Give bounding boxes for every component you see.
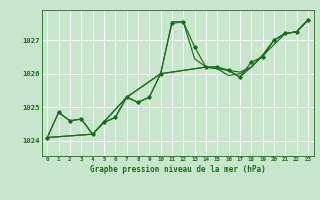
X-axis label: Graphe pression niveau de la mer (hPa): Graphe pression niveau de la mer (hPa) — [90, 165, 266, 174]
